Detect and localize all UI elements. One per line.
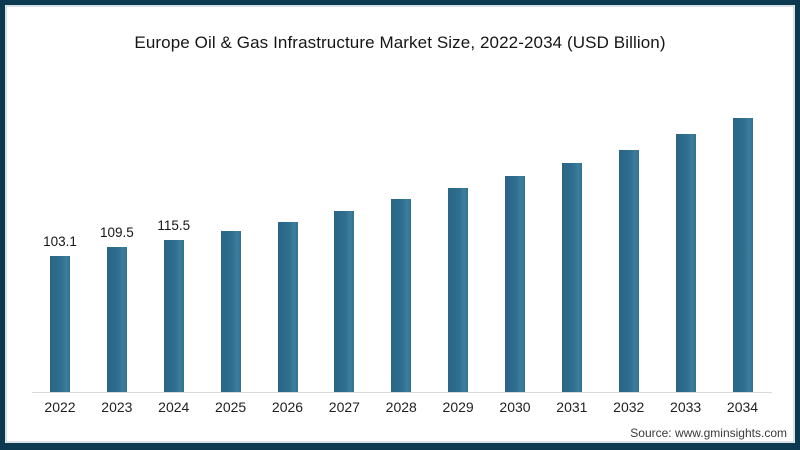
x-tick-2031: 2031 bbox=[556, 399, 588, 415]
bar-2027 bbox=[334, 211, 355, 392]
x-tick-2022: 2022 bbox=[44, 399, 76, 415]
bar-2022 bbox=[50, 256, 70, 392]
bar-2024 bbox=[163, 240, 184, 392]
x-tick-2033: 2033 bbox=[670, 399, 702, 415]
x-tick-2028: 2028 bbox=[385, 399, 417, 415]
bar-2031 bbox=[561, 163, 582, 392]
bar-2034 bbox=[732, 118, 753, 392]
x-tick-2023: 2023 bbox=[101, 399, 133, 415]
x-tick-2030: 2030 bbox=[499, 399, 531, 415]
source-attribution: Source: www.gminsights.com bbox=[630, 426, 787, 440]
bar-2030 bbox=[505, 176, 525, 392]
bar-2028 bbox=[391, 199, 412, 392]
value-label-2022: 103.1 bbox=[43, 234, 77, 249]
x-tick-2034: 2034 bbox=[726, 399, 759, 415]
x-tick-2029: 2029 bbox=[442, 399, 474, 415]
x-tick-2027: 2027 bbox=[328, 399, 360, 415]
bar-2023 bbox=[106, 247, 127, 392]
value-label-2024: 115.5 bbox=[157, 218, 191, 233]
chart-title: Europe Oil & Gas Infrastructure Market S… bbox=[134, 33, 666, 52]
bar-2033 bbox=[675, 134, 696, 392]
value-label-2023: 109.5 bbox=[99, 225, 134, 240]
x-tick-2024: 2024 bbox=[158, 399, 190, 415]
x-tick-2026: 2026 bbox=[271, 399, 304, 415]
x-axis-line bbox=[32, 392, 772, 393]
plot-area: 2022 103.1 2023 109.5 2024 115.5 2025 2026 2027 2… bbox=[5, 5, 795, 443]
bar-2025 bbox=[220, 231, 241, 392]
x-tick-2025: 2025 bbox=[215, 399, 247, 415]
x-tick-2032: 2032 bbox=[613, 399, 645, 415]
bar-2032 bbox=[618, 150, 639, 392]
bar-2029 bbox=[448, 188, 469, 392]
bar-2026 bbox=[277, 222, 298, 392]
